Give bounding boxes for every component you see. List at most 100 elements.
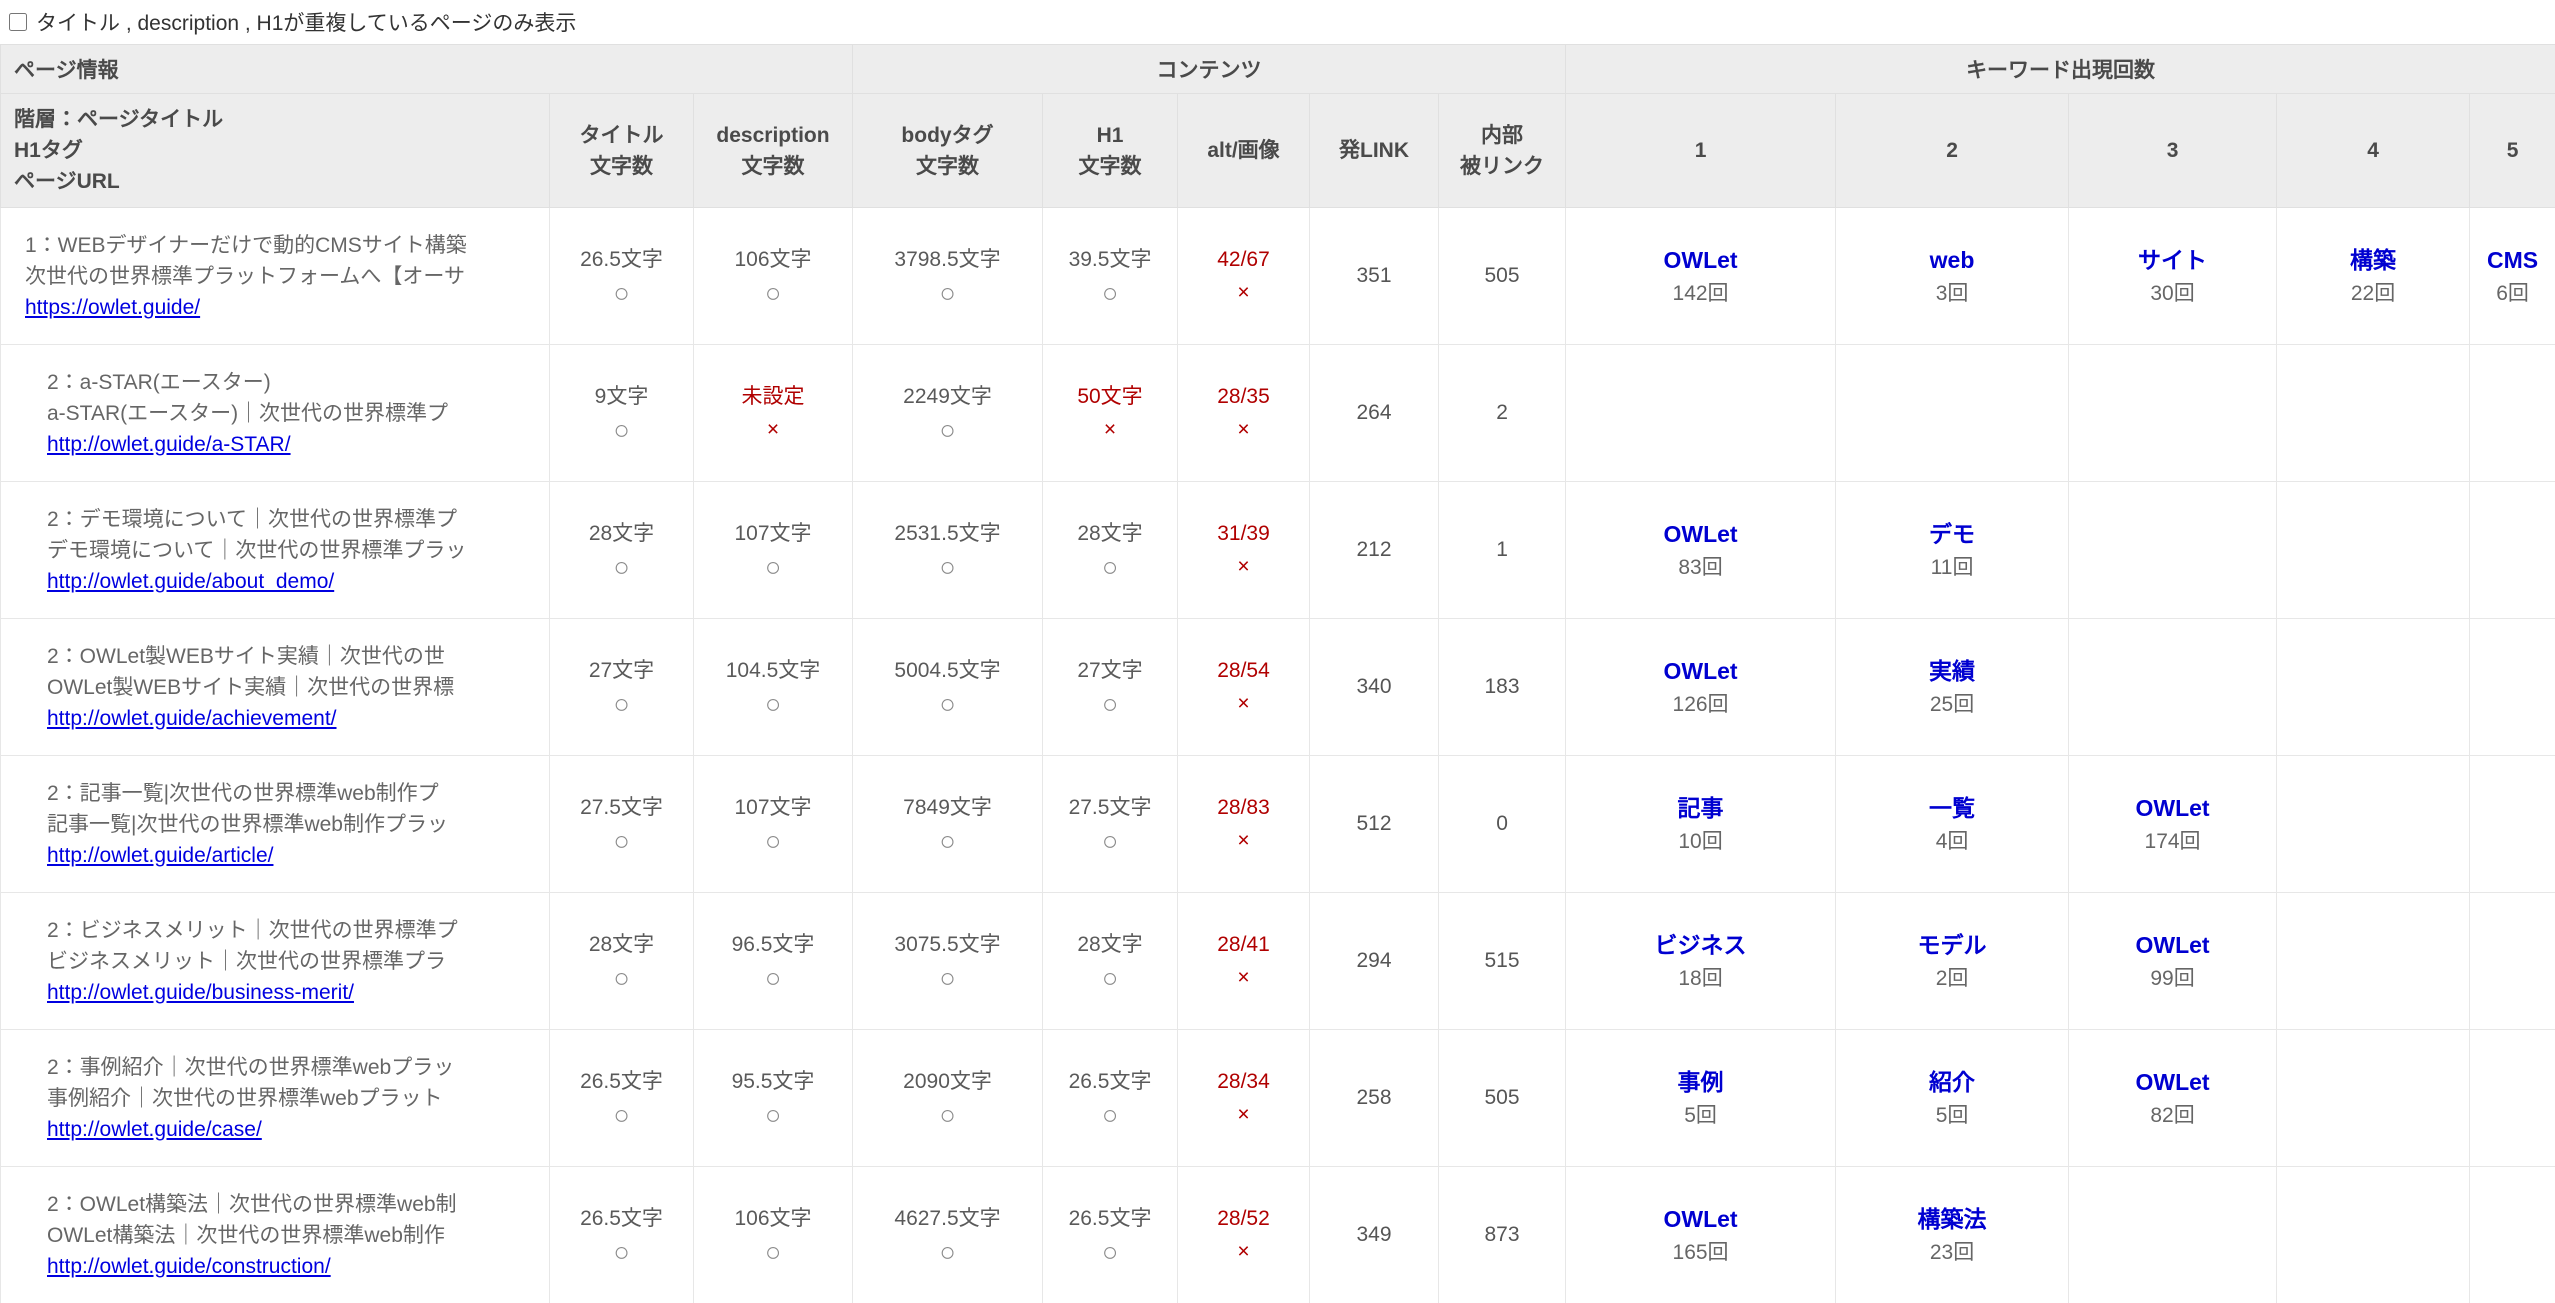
keyword-cell-3: サイト 30回 [2068,207,2278,345]
keyword-count: 10回 [1678,829,1723,853]
keyword-cell-5 [2469,481,2555,619]
page-url-line: http://owlet.guide/a-STAR/ [47,429,548,460]
keyword-cell-3 [2068,481,2278,619]
col-header-keyword-1: 1 [1565,93,1837,208]
status-ng-icon: × [1237,691,1250,715]
keyword-word: デモ [1929,520,1976,547]
page-url-link[interactable]: http://owlet.guide/about_demo/ [47,569,335,593]
stat-h1-chars: 28文字 ○ [1042,481,1179,619]
keyword-count: 5回 [1684,1103,1717,1127]
stat-description-chars: 104.5文字 ○ [692,618,854,756]
outgoing-links-cell: 264 [1309,344,1440,482]
keyword-cell-5: CMS 6回 [2469,207,2555,345]
keyword-count: 142回 [1672,281,1729,305]
page-info-cell: 2：OWLet製WEBサイト実績｜次世代の世 OWLet製WEBサイト実績｜次世代… [0,618,550,756]
keyword-word: OWLet [2135,1068,2210,1095]
stat-value: 107文字 [734,521,812,545]
internal-backlinks-cell: 505 [1438,1029,1567,1167]
page-url-line: http://owlet.guide/achievement/ [47,703,548,734]
stat-value: 2249文字 [903,384,992,408]
status-ok-icon: ○ [1101,1236,1119,1267]
stat-value: 26.5文字 [580,1206,663,1230]
duplicate-filter[interactable]: タイトル , description , H1が重複しているページのみ表示 [9,7,576,37]
stat-value: 96.5文字 [731,932,815,956]
status-ok-icon: ○ [939,825,956,856]
status-ok-icon: ○ [764,277,782,308]
keyword-cell-3 [2068,618,2278,756]
status-ok-icon: ○ [613,551,630,582]
group-header-keyword-count: キーワード出現回数 [1565,44,2555,94]
col-header-keyword-2: 2 [1835,93,2070,208]
stat-value: 28/34 [1217,1069,1270,1093]
stat-title-chars: 28文字 ○ [549,481,694,619]
page-url-link[interactable]: http://owlet.guide/article/ [47,843,274,867]
table-row: 2：OWLet製WEBサイト実績｜次世代の世 OWLet製WEBサイト実績｜次世代… [0,618,2555,756]
stat-alt-image: 42/67 × [1177,207,1311,345]
stat-value: 2090文字 [903,1069,992,1093]
keyword-word: web [1929,246,1975,273]
stat-value: 28/41 [1217,932,1270,956]
stat-bodytag-chars: 4627.5文字 ○ [852,1166,1044,1303]
stat-alt-image: 28/41 × [1177,892,1311,1030]
stat-value: 28文字 [1077,521,1143,545]
outgoing-links-cell: 340 [1309,618,1440,756]
status-ok-icon: ○ [939,688,956,719]
status-ok-icon: ○ [613,414,630,445]
page-info-cell: 2：記事一覧|次世代の世界標準web制作プ 記事一覧|次世代の世界標準web制作プ… [0,755,550,893]
stat-value: 26.5文字 [1068,1206,1152,1230]
keyword-cell-2: 一覧 4回 [1835,755,2070,893]
keyword-count: 30回 [2150,281,2195,305]
stat-value: 39.5文字 [1068,247,1152,271]
keyword-count: 82回 [2150,1103,2195,1127]
stat-bodytag-chars: 2249文字 ○ [852,344,1044,482]
stat-value: 3798.5文字 [894,247,1001,271]
keyword-cell-3 [2068,344,2278,482]
keyword-cell-4 [2276,1029,2471,1167]
outgoing-links-cell: 294 [1309,892,1440,1030]
keyword-word: OWLet [1663,520,1738,547]
keyword-cell-5 [2469,618,2555,756]
keyword-cell-2 [1835,344,2070,482]
internal-backlinks-cell: 1 [1438,481,1567,619]
page-url-link[interactable]: https://owlet.guide/ [25,295,201,319]
page-info-cell: 1：WEBデザイナーだけで動的CMSサイト構築 次世代の世界標準プラットフォームへ… [0,207,550,345]
stat-value: 2531.5文字 [894,521,1001,545]
page-h1-text: 事例紹介｜次世代の世界標準webプラット [47,1086,443,1110]
table-row: 2：記事一覧|次世代の世界標準web制作プ 記事一覧|次世代の世界標準web制作プ… [0,755,2555,893]
keyword-count: 5回 [1935,1103,1969,1127]
stat-value: 106文字 [734,247,812,271]
page-url-link[interactable]: http://owlet.guide/business-merit/ [47,980,354,1004]
page-url-link[interactable]: http://owlet.guide/case/ [47,1117,262,1141]
col-header-alt-image: alt/画像 [1177,93,1311,208]
page-title-text: 2：OWLet構築法｜次世代の世界標準web制 [47,1192,457,1216]
keyword-cell-1 [1565,344,1837,482]
keyword-word: CMS [2487,246,2539,273]
keyword-count: 4回 [1935,829,1969,853]
col-header-keyword-5: 5 [2469,93,2555,208]
keyword-cell-3: OWLet 174回 [2068,755,2278,893]
status-ok-icon: ○ [1101,688,1119,719]
keyword-count: 3回 [1935,281,1969,305]
table-row: 2：a-STAR(エースター) a-STAR(エースター)｜次世代の世界標準プ ht… [0,344,2555,482]
col-header-keyword-4: 4 [2276,93,2471,208]
internal-backlinks-cell: 873 [1438,1166,1567,1303]
page-url-line: http://owlet.guide/case/ [47,1114,548,1145]
page-h1-text: 次世代の世界標準プラットフォームへ【オーサ [25,264,465,288]
stat-description-chars: 107文字 ○ [692,481,854,619]
keyword-cell-1: OWLet 165回 [1565,1166,1837,1303]
keyword-word: モデル [1917,931,1987,958]
stat-value: 26.5文字 [1068,1069,1152,1093]
page-url-link[interactable]: http://owlet.guide/achievement/ [47,706,337,730]
page-title-text: 2：事例紹介｜次世代の世界標準webプラッ [47,1055,455,1079]
duplicate-filter-checkbox[interactable] [9,13,27,31]
page-h1-text: 記事一覧|次世代の世界標準web制作プラッ [47,812,448,836]
stat-value: 28文字 [588,932,655,956]
page-url-link[interactable]: http://owlet.guide/a-STAR/ [47,432,291,456]
table-row: 2：デモ環境について｜次世代の世界標準プ デモ環境について｜次世代の世界標準プラッ… [0,481,2555,619]
keyword-word: OWLet [1663,1205,1738,1232]
page-info-cell: 2：事例紹介｜次世代の世界標準webプラッ 事例紹介｜次世代の世界標準webプラッ… [0,1029,550,1167]
stat-alt-image: 28/83 × [1177,755,1311,893]
page-url-link[interactable]: http://owlet.guide/construction/ [47,1254,331,1278]
stat-alt-image: 28/52 × [1177,1166,1311,1303]
stat-value: 31/39 [1217,521,1270,545]
